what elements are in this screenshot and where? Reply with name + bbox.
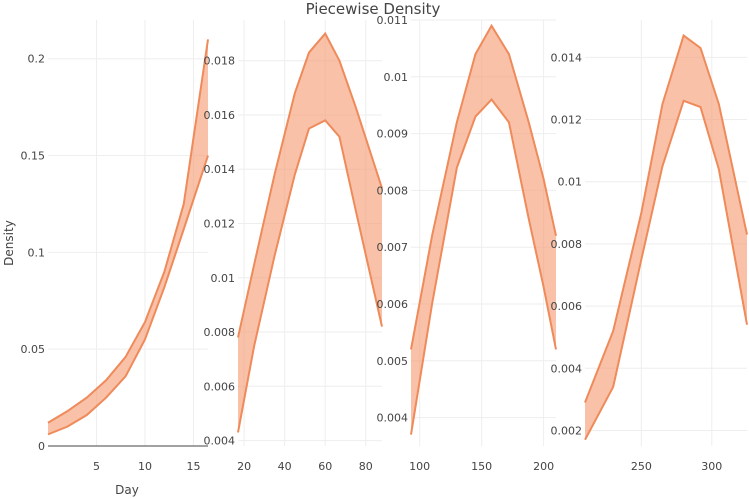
x-tick-label: 20 (237, 460, 251, 473)
x-tick-label: 100 (409, 460, 430, 473)
y-tick-label: 0.009 (377, 128, 409, 141)
x-tick-label: 40 (278, 460, 292, 473)
x-tick-label: 150 (471, 460, 492, 473)
lower-bound-line (410, 97, 557, 435)
y-tick-label: 0.2 (28, 53, 46, 66)
y-tick-label: 0.15 (21, 150, 46, 163)
x-tick-label: 60 (318, 460, 332, 473)
density-band (238, 33, 382, 433)
upper-bound-line (410, 23, 557, 350)
y-tick-label: 0.018 (204, 55, 236, 68)
y-tick-label: 0.006 (377, 298, 409, 311)
y-tick-label: 0.016 (204, 109, 236, 122)
x-tick-label: 15 (186, 460, 200, 473)
x-axis-label: Day (115, 483, 139, 497)
y-tick-label: 0.012 (204, 218, 236, 231)
upper-bound-line (47, 39, 209, 424)
y-tick-label: 0.006 (551, 300, 583, 313)
y-tick-label: 0.007 (377, 241, 409, 254)
y-tick-label: 0.012 (551, 114, 583, 127)
lower-bound-line (584, 99, 748, 441)
y-tick-label: 0.004 (377, 412, 409, 425)
y-tick-label: 0.05 (21, 343, 46, 356)
y-tick-label: 0 (38, 440, 45, 453)
lower-bound-line (47, 155, 209, 436)
x-tick-label: 200 (533, 460, 554, 473)
y-tick-label: 0.01 (384, 71, 409, 84)
upper-bound-line (237, 31, 383, 338)
density-band (48, 39, 208, 435)
y-tick-label: 0.01 (211, 272, 236, 285)
panel-4: 250 300 0.002 0.004 0.006 0.008 0.01 0.012 0.014 (551, 20, 748, 473)
y-tick-label: 0.008 (551, 238, 583, 251)
panel-3: 100 150 200 0.004 0.005 0.006 0.007 0.008 0.009 0… (377, 14, 557, 473)
y-tick-label: 0.01 (558, 176, 583, 189)
lower-bound-line (237, 119, 383, 433)
y-tick-label: 0.004 (551, 362, 583, 375)
y-axis-label: Density (2, 220, 16, 266)
y-tick-label: 0.004 (204, 435, 236, 448)
y-tick-label: 0.1 (28, 246, 46, 259)
x-tick-label: 300 (701, 460, 722, 473)
y-tick-label: 0.005 (377, 355, 409, 368)
x-tick-label: 10 (138, 460, 152, 473)
chart-title: Piecewise Density (306, 0, 441, 18)
panel-2: 20 40 60 80 0.004 0.006 0.008 0.01 0.012 0.014 0.0… (204, 20, 383, 473)
y-tick-label: 0.014 (204, 163, 236, 176)
y-tick-label: 0.011 (377, 14, 409, 27)
y-tick-label: 0.006 (204, 380, 236, 393)
x-tick-label: 250 (631, 460, 652, 473)
x-tick-label: 80 (359, 460, 373, 473)
y-tick-label: 0.008 (204, 326, 236, 339)
density-band (411, 25, 556, 435)
y-tick-label: 0.002 (551, 424, 583, 437)
y-tick-label: 0.014 (551, 51, 583, 64)
density-band (585, 35, 747, 440)
panel-1: 5 10 15 0 0.05 0.1 0.15 0.2 (21, 20, 209, 473)
upper-bound-line (584, 33, 748, 403)
x-tick-label: 5 (93, 460, 100, 473)
y-tick-label: 0.008 (377, 184, 409, 197)
